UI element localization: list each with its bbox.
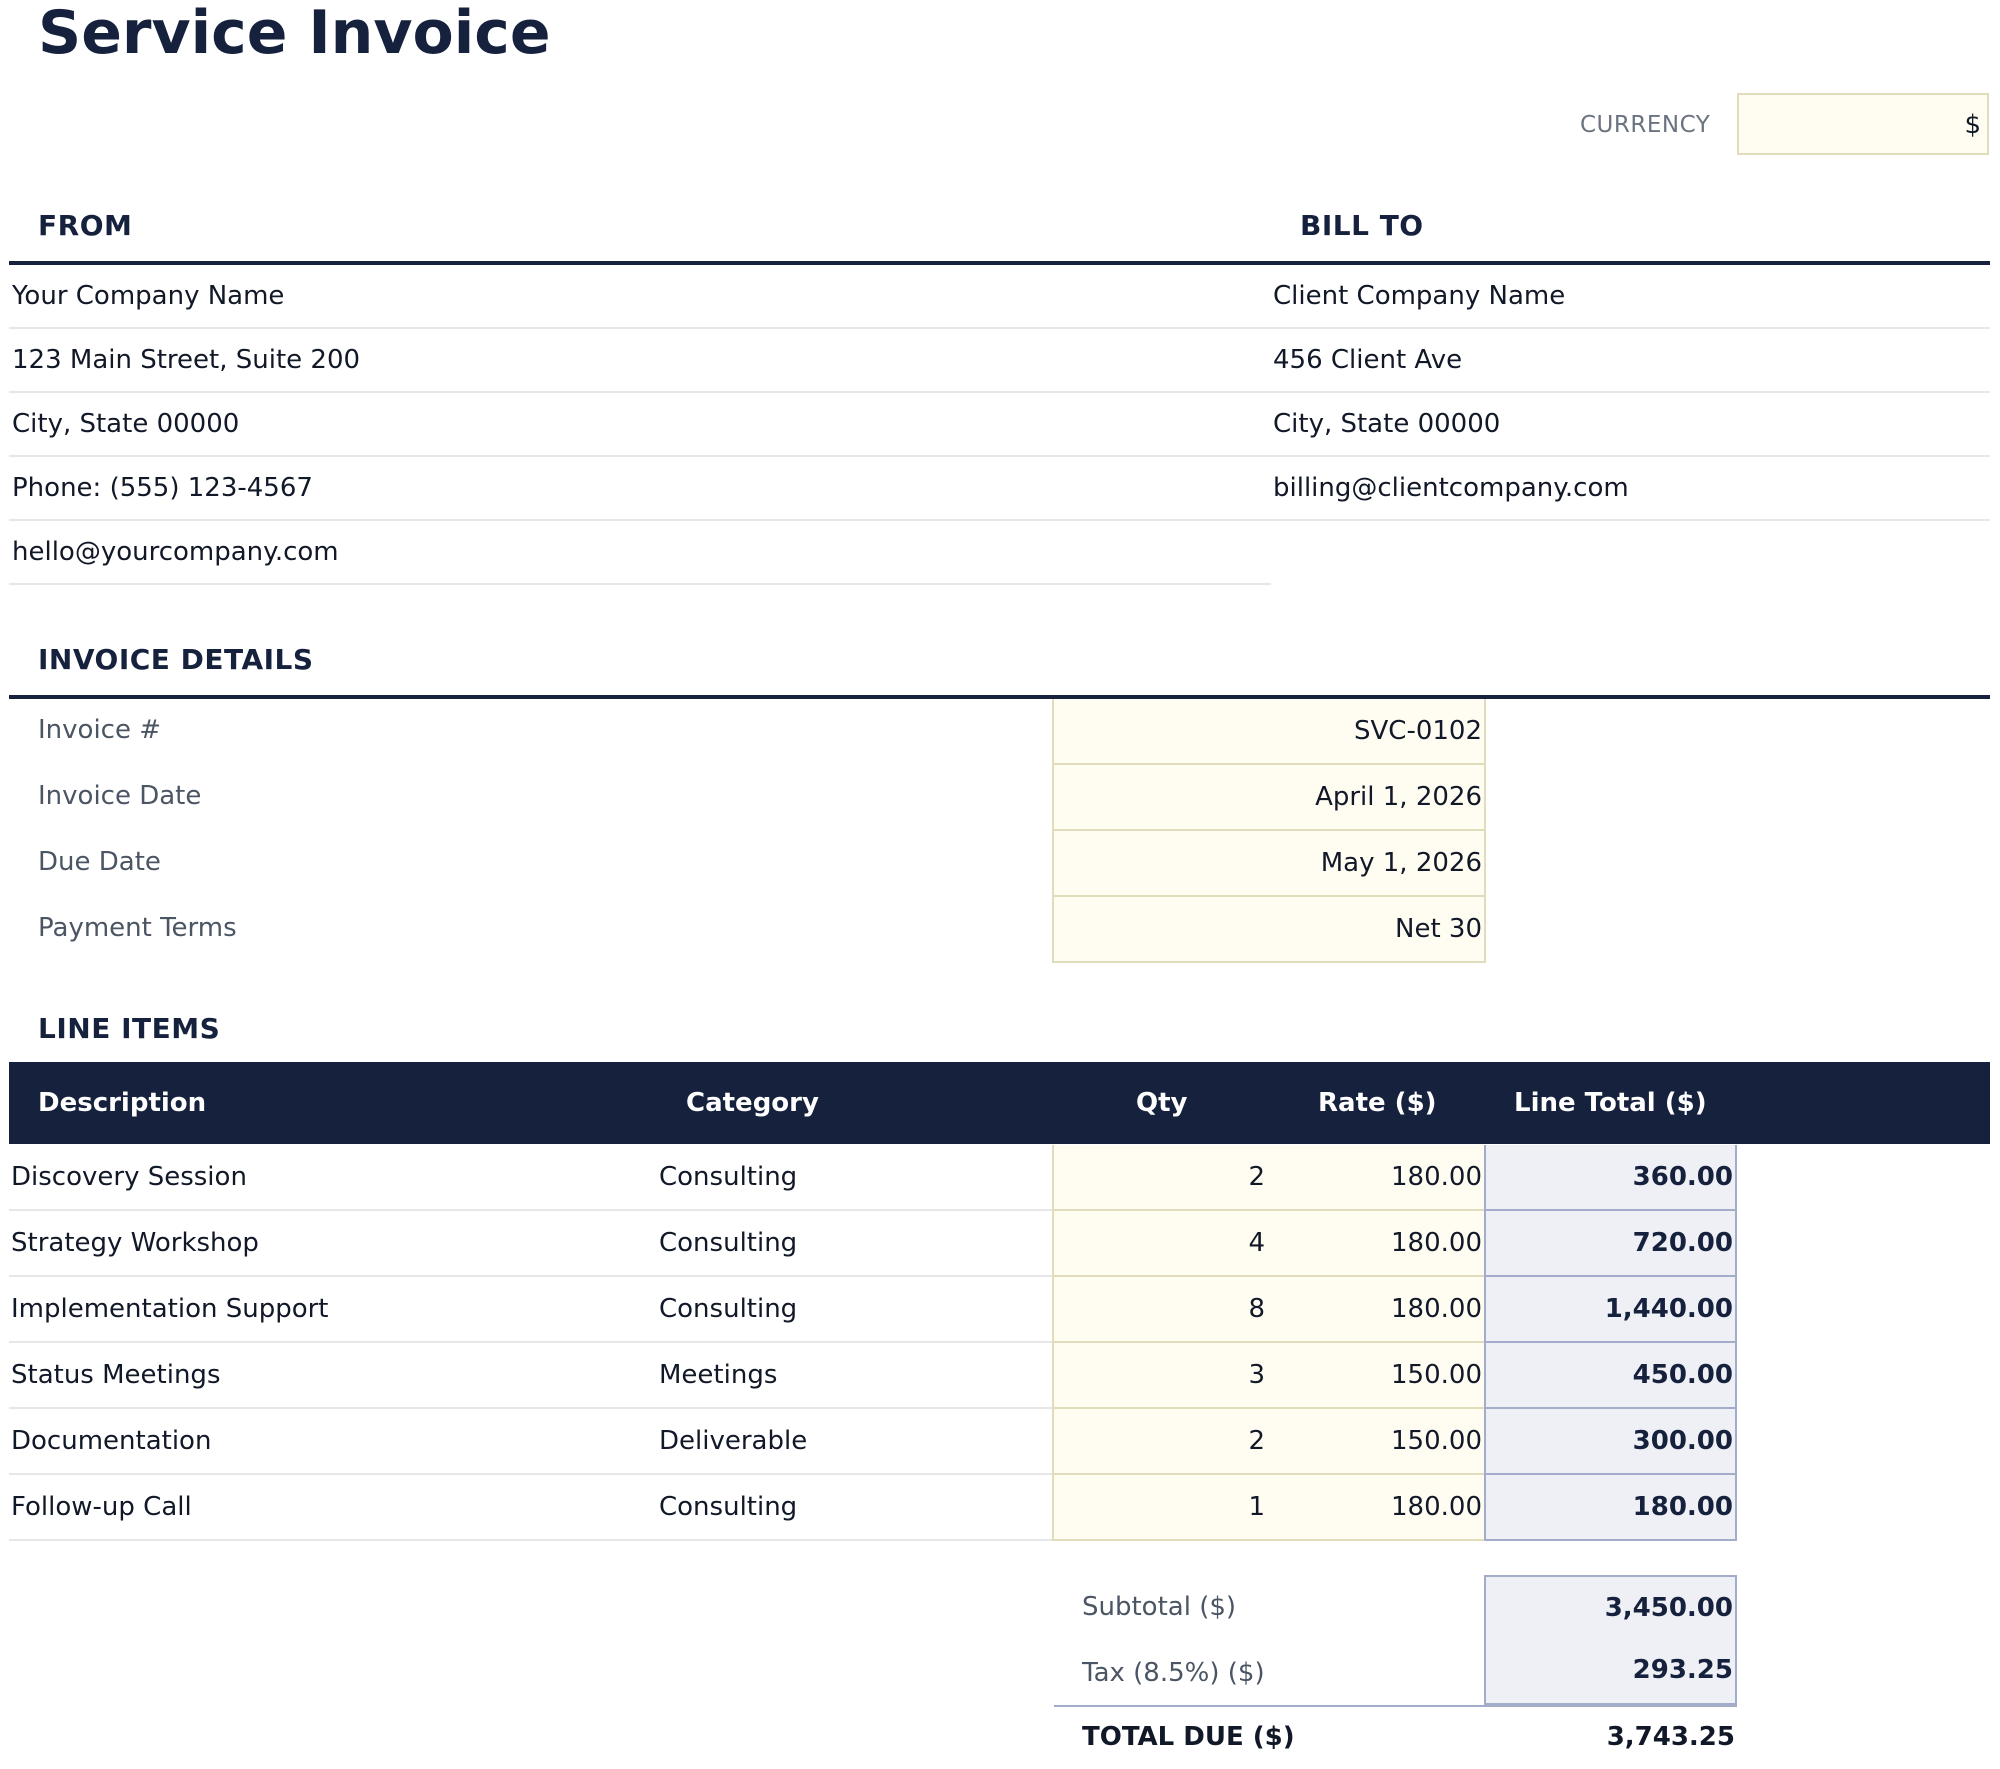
column-header-qty: Qty (1136, 1088, 1188, 1118)
due-date-field[interactable]: May 1, 2026 (1052, 831, 1486, 897)
item-rate[interactable]: 150.00 (1268, 1343, 1486, 1409)
total-due-value: 3,743.25 (1606, 1722, 1735, 1752)
invoice-details-heading: INVOICE DETAILS (38, 643, 314, 676)
item-qty[interactable]: 1 (1052, 1475, 1270, 1541)
tax-label: Tax (8.5%) ($) (1082, 1658, 1265, 1688)
table-row (9, 1211, 1737, 1277)
bill-to-line[interactable]: 456 Client Ave (1270, 329, 1990, 393)
item-qty[interactable]: 2 (1052, 1145, 1270, 1211)
from-line[interactable]: Phone: (555) 123-4567 (9, 457, 1271, 521)
due-date-label: Due Date (38, 847, 161, 877)
tax-value: 293.25 (1484, 1639, 1737, 1705)
from-block: Your Company Name 123 Main Street, Suite… (9, 265, 1271, 585)
from-line[interactable]: Your Company Name (9, 265, 1271, 329)
bill-to-line[interactable]: Client Company Name (1270, 265, 1990, 329)
payment-terms-field[interactable]: Net 30 (1052, 897, 1486, 963)
item-description[interactable]: Follow-up Call (11, 1492, 192, 1522)
item-line-total: 450.00 (1484, 1343, 1737, 1409)
line-items-header (9, 1062, 1990, 1144)
item-line-total: 720.00 (1484, 1211, 1737, 1277)
item-qty[interactable]: 4 (1052, 1211, 1270, 1277)
column-header-category: Category (686, 1088, 819, 1118)
table-row (9, 1343, 1737, 1409)
bill-to-line[interactable]: billing@clientcompany.com (1270, 457, 1990, 521)
invoice-number-label: Invoice # (38, 715, 162, 745)
item-line-total: 360.00 (1484, 1145, 1737, 1211)
from-heading: FROM (38, 209, 133, 242)
from-line[interactable]: 123 Main Street, Suite 200 (9, 329, 1271, 393)
item-description[interactable]: Status Meetings (11, 1360, 221, 1390)
item-category[interactable]: Deliverable (659, 1426, 808, 1456)
line-items-heading: LINE ITEMS (38, 1012, 221, 1045)
item-rate[interactable]: 180.00 (1268, 1277, 1486, 1343)
subtotal-label: Subtotal ($) (1082, 1592, 1237, 1622)
item-qty[interactable]: 2 (1052, 1409, 1270, 1475)
bill-to-line[interactable]: City, State 00000 (1270, 393, 1990, 457)
item-rate[interactable]: 180.00 (1268, 1211, 1486, 1277)
from-line[interactable]: hello@yourcompany.com (9, 521, 1271, 585)
payment-terms-label: Payment Terms (38, 913, 237, 943)
item-category[interactable]: Consulting (659, 1162, 798, 1192)
item-rate[interactable]: 180.00 (1268, 1475, 1486, 1541)
item-rate[interactable]: 150.00 (1268, 1409, 1486, 1475)
item-category[interactable]: Consulting (659, 1228, 798, 1258)
from-line[interactable]: City, State 00000 (9, 393, 1271, 457)
table-row (9, 1277, 1737, 1343)
item-qty[interactable]: 3 (1052, 1343, 1270, 1409)
bill-to-block: Client Company Name 456 Client Ave City,… (1270, 265, 1990, 521)
parties-divider (9, 261, 1990, 265)
currency-label: CURRENCY (1580, 112, 1711, 138)
table-row (9, 1145, 1737, 1211)
invoice-number-field[interactable]: SVC-0102 (1052, 699, 1486, 765)
item-category[interactable]: Consulting (659, 1492, 798, 1522)
bill-to-heading: BILL TO (1300, 209, 1424, 242)
item-line-total: 180.00 (1484, 1475, 1737, 1541)
item-category[interactable]: Meetings (659, 1360, 778, 1390)
table-row (9, 1409, 1737, 1475)
item-description[interactable]: Strategy Workshop (11, 1228, 259, 1258)
item-qty[interactable]: 8 (1052, 1277, 1270, 1343)
item-description[interactable]: Implementation Support (11, 1294, 329, 1324)
total-due-label: TOTAL DUE ($) (1082, 1722, 1295, 1752)
invoice-date-field[interactable]: April 1, 2026 (1052, 765, 1486, 831)
invoice-date-label: Invoice Date (38, 781, 202, 811)
column-header-description: Description (38, 1088, 207, 1118)
column-header-line-total: Line Total ($) (1514, 1088, 1707, 1118)
total-divider (1054, 1705, 1737, 1707)
item-category[interactable]: Consulting (659, 1294, 798, 1324)
subtotal-value: 3,450.00 (1484, 1575, 1737, 1641)
page-title: Service Invoice (38, 0, 551, 68)
table-row (9, 1475, 1737, 1541)
item-line-total: 300.00 (1484, 1409, 1737, 1475)
currency-input[interactable]: $ (1737, 93, 1989, 155)
item-description[interactable]: Discovery Session (11, 1162, 247, 1192)
details-divider (9, 695, 1990, 699)
item-description[interactable]: Documentation (11, 1426, 212, 1456)
column-header-rate: Rate ($) (1318, 1088, 1437, 1118)
item-rate[interactable]: 180.00 (1268, 1145, 1486, 1211)
item-line-total: 1,440.00 (1484, 1277, 1737, 1343)
